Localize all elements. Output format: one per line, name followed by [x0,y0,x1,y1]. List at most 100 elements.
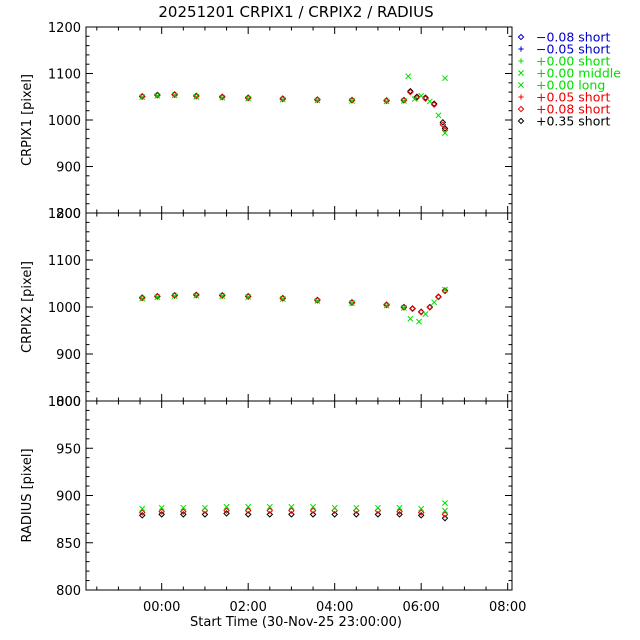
data-point [279,96,286,103]
data-point [442,75,448,82]
legend-symbol-plus [518,94,524,100]
y-axis-label: CRPIX1 [pixel] [20,74,35,166]
legend-label: +0.00 middle [536,66,621,81]
data-point [180,511,187,518]
chart-title: 20251201 CRPIX1 / CRPIX2 / RADIUS [158,3,433,21]
data-point [154,294,161,301]
data-point [219,94,226,101]
x-tick-label: 06:00 [402,600,439,615]
data-point [431,299,438,306]
data-point [435,112,442,119]
data-point [430,100,438,108]
legend-label: +0.08 short [536,102,611,117]
data-point [180,504,187,511]
data-point [349,97,355,104]
data-point [413,94,421,101]
data-point [418,92,425,99]
data-point [245,294,252,301]
data-point [405,73,412,80]
y-tick-label: 1000 [48,114,81,129]
data-point [245,503,252,510]
legend-label: +0.35 short [536,114,611,129]
data-point [352,511,360,518]
y-tick-label: 1000 [48,395,81,410]
legend-symbol-cross [518,82,524,88]
legend-symbol-plus [518,46,524,52]
data-point [219,293,226,300]
panel-crpix2: 800 900 1000 1100 1200 CRPIX2 [pixel] [20,207,513,410]
y-tick-label: 1100 [48,68,81,83]
legend-item: +0.00 long [518,78,605,93]
legend-item: −0.08 short [517,30,611,45]
data-point [417,512,425,519]
data-point [417,308,425,316]
x-axis-label: Start Time (30-Nov-25 23:00:00) [190,615,402,630]
panel-frame [85,26,513,214]
series-black [138,87,449,132]
data-point [193,292,200,299]
data-point [418,505,425,512]
data-point [407,315,414,322]
data-point [139,94,146,101]
data-point [407,88,414,96]
data-point [288,507,295,514]
data-point [411,96,418,103]
data-point [245,95,252,102]
data-point [441,514,449,522]
legend-item: +0.05 short [518,90,611,105]
data-point [314,297,321,304]
y-tick-label: 800 [56,584,81,599]
data-point [353,504,360,511]
legend-label: +0.00 short [536,54,611,69]
data-point [139,505,146,512]
y-tick-label: 800 [56,207,81,222]
data-point [331,504,338,511]
data-point [244,511,252,518]
legend-symbol-cross [518,70,524,76]
legend-symbol-diamond [517,33,525,41]
data-point [266,503,273,510]
y-tick-label: 900 [56,161,81,176]
panel-crpix1: 800 900 1000 1100 1200 CRPIX1 [pixel] [20,21,513,222]
data-point [158,504,165,511]
legend-label: −0.08 short [536,30,611,45]
data-point [309,511,317,518]
y-tick-label: 1000 [48,301,81,316]
y-tick-label: 1200 [48,207,81,222]
data-point [309,507,317,514]
data-point [442,507,448,514]
series-green [139,286,448,325]
data-point [158,508,165,515]
data-point [417,509,425,516]
x-tick-label: 04:00 [316,600,353,615]
data-point [266,507,274,514]
data-point [422,311,429,318]
x-tick-label: 00:00 [143,600,180,615]
data-point [426,98,433,105]
series-green [139,500,448,514]
legend-item: +0.35 short [517,114,611,129]
data-point [439,121,447,128]
data-point [349,300,355,307]
data-point [193,93,200,100]
data-point [201,504,208,511]
data-point [154,92,161,99]
y-tick-label: 900 [56,348,81,363]
data-point [396,511,403,518]
data-point [180,508,187,515]
data-point [223,507,230,514]
legend-item: +0.00 short [518,54,611,69]
data-point [139,295,146,302]
panel-radius: 800 850 900 950 1000 RADIUS [pixel] [20,395,513,599]
legend-label: +0.00 long [536,78,605,93]
plot-panels: 800 900 1000 1100 1200 CRPIX1 [pixel] 800 900 10… [20,21,526,615]
panel-frame [85,400,513,591]
data-point [442,286,448,293]
data-point [374,504,381,511]
data-point [396,508,403,515]
x-tick-label: 08:00 [489,600,526,615]
legend-label: +0.05 short [536,90,611,105]
legend-item: +0.08 short [517,102,611,117]
y-tick-label: 1100 [48,254,81,269]
data-point [331,511,338,518]
